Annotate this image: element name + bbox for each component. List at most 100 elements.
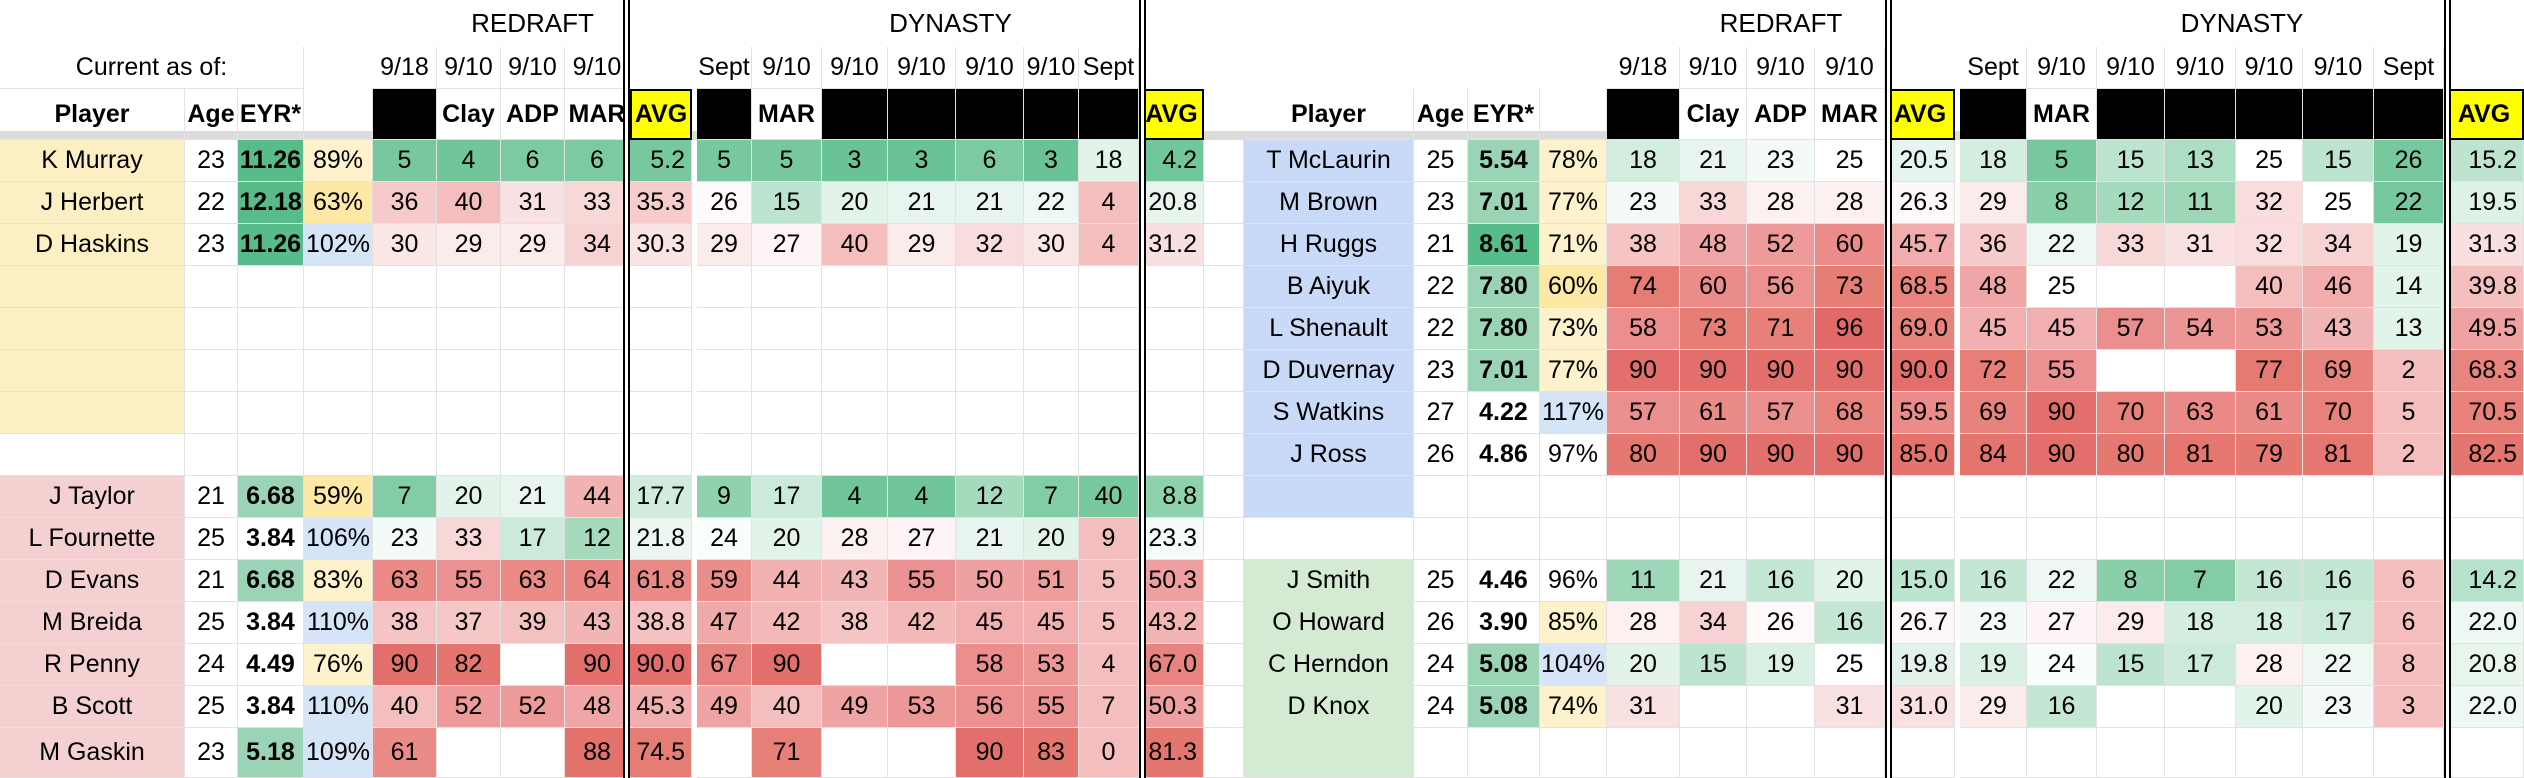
- player-name[interactable]: J Taylor: [0, 476, 185, 518]
- player-name[interactable]: K Murray: [0, 140, 185, 182]
- pct-cell: 106%: [304, 518, 373, 560]
- player-name[interactable]: L Fournette: [0, 518, 185, 560]
- dynasty-rank-cell: [822, 434, 888, 476]
- player-name[interactable]: T McLaurin: [1244, 140, 1414, 182]
- dynasty-rank-cell: 16: [2236, 560, 2303, 602]
- redraft-avg-cell: 30.3: [630, 224, 692, 266]
- left-dynasty-source-4[interactable]: [956, 89, 1024, 140]
- redraft-rank-cell: [501, 728, 565, 778]
- pct-cell: 71%: [1540, 224, 1607, 266]
- redraft-rank-cell: [1747, 476, 1815, 518]
- right-redraft-source-2[interactable]: ADP: [1747, 89, 1815, 140]
- redraft-rank-cell: [1607, 518, 1680, 560]
- player-name[interactable]: D Knox: [1244, 686, 1414, 728]
- dynasty-rank-cell: 90: [956, 728, 1024, 778]
- age-cell: [1414, 728, 1468, 778]
- left-dynasty-source-0[interactable]: [697, 89, 752, 140]
- left-dynasty-source-5[interactable]: [1024, 89, 1079, 140]
- right-dynasty-source-1[interactable]: MAR: [2027, 89, 2097, 140]
- right-redraft-source-3[interactable]: MAR: [1815, 89, 1885, 140]
- redraft-rank-cell: 26: [1747, 602, 1815, 644]
- redraft-rank-cell: [373, 350, 437, 392]
- player-name[interactable]: S Watkins: [1244, 392, 1414, 434]
- right-redraft-source-1[interactable]: Clay: [1680, 89, 1747, 140]
- left-dynasty-source-2[interactable]: [822, 89, 888, 140]
- player-name[interactable]: R Penny: [0, 644, 185, 686]
- eyr-cell: [1468, 476, 1540, 518]
- player-name[interactable]: J Herbert: [0, 182, 185, 224]
- redraft-rank-cell: 48: [565, 686, 630, 728]
- dynasty-avg-cell: 39.8: [2444, 266, 2524, 308]
- redraft-rank-cell: 6: [501, 140, 565, 182]
- right-redraft-source-0[interactable]: [1607, 89, 1680, 140]
- eyr-cell: [238, 392, 304, 434]
- right-dynasty-source-6[interactable]: [2374, 89, 2444, 140]
- eyr-cell: 11.26: [238, 140, 304, 182]
- dynasty-rank-cell: [1960, 728, 2027, 778]
- player-name[interactable]: D Haskins: [0, 224, 185, 266]
- player-name[interactable]: M Brown: [1244, 182, 1414, 224]
- eyr-cell: 3.84: [238, 518, 304, 560]
- player-name[interactable]: B Scott: [0, 686, 185, 728]
- redraft-avg-cell: [630, 308, 692, 350]
- dynasty-rank-cell: 40: [1079, 476, 1139, 518]
- left-redraft-source-1[interactable]: Clay: [437, 89, 501, 140]
- right-dynasty-source-2[interactable]: [2097, 89, 2165, 140]
- redraft-avg-cell: 74.5: [630, 728, 692, 778]
- dynasty-rank-cell: 25: [2236, 140, 2303, 182]
- dynasty-rank-cell: 55: [1024, 686, 1079, 728]
- redraft-rank-cell: [565, 308, 630, 350]
- player-name[interactable]: M Gaskin: [0, 728, 185, 778]
- age-cell: 23: [185, 140, 238, 182]
- left-dynasty-date: Sept: [1079, 47, 1139, 89]
- left-dynasty-source-1[interactable]: MAR: [752, 89, 822, 140]
- right-dynasty-source-3[interactable]: [2165, 89, 2236, 140]
- pct-cell: [1540, 476, 1607, 518]
- dynasty-rank-cell: 55: [888, 560, 956, 602]
- age-cell: 24: [1414, 644, 1468, 686]
- left-redraft-source-0[interactable]: [373, 89, 437, 140]
- player-name[interactable]: D Duvernay: [1244, 350, 1414, 392]
- redraft-avg-cell: 59.5: [1885, 392, 1955, 434]
- player-name[interactable]: O Howard: [1244, 602, 1414, 644]
- dynasty-rank-cell: 17: [2165, 644, 2236, 686]
- player-name[interactable]: C Herndon: [1244, 644, 1414, 686]
- dynasty-rank-cell: 26: [697, 182, 752, 224]
- redraft-rank-cell: 7: [373, 476, 437, 518]
- pct-cell: 110%: [304, 602, 373, 644]
- redraft-rank-cell: 25: [1815, 140, 1885, 182]
- redraft-avg-cell: [630, 350, 692, 392]
- left-redraft-source-2[interactable]: ADP: [501, 89, 565, 140]
- redraft-rank-cell: [1680, 518, 1747, 560]
- player-name[interactable]: J Smith: [1244, 560, 1414, 602]
- player-name[interactable]: B Aiyuk: [1244, 266, 1414, 308]
- dynasty-rank-cell: 79: [2236, 434, 2303, 476]
- right-dynasty-source-4[interactable]: [2236, 89, 2303, 140]
- eyr-cell: 11.26: [238, 224, 304, 266]
- left-dynasty-source-6[interactable]: [1079, 89, 1139, 140]
- dynasty-rank-cell: 80: [2097, 434, 2165, 476]
- player-name[interactable]: H Ruggs: [1244, 224, 1414, 266]
- dynasty-rank-cell: [2374, 476, 2444, 518]
- right-dynasty-source-0[interactable]: [1960, 89, 2027, 140]
- player-name[interactable]: L Shenault: [1244, 308, 1414, 350]
- player-name[interactable]: J Ross: [1244, 434, 1414, 476]
- redraft-avg-cell: 61.8: [630, 560, 692, 602]
- dynasty-rank-cell: [2165, 476, 2236, 518]
- player-name[interactable]: M Breida: [0, 602, 185, 644]
- dynasty-rank-cell: [822, 728, 888, 778]
- dynasty-rank-cell: [752, 350, 822, 392]
- dynasty-rank-cell: 83: [1024, 728, 1079, 778]
- dynasty-rank-cell: 70: [2097, 392, 2165, 434]
- empty-player-cell: [0, 266, 185, 308]
- dynasty-rank-cell: 43: [2303, 308, 2374, 350]
- right-dynasty-source-5[interactable]: [2303, 89, 2374, 140]
- redraft-rank-cell: [1815, 728, 1885, 778]
- left-redraft-source-3[interactable]: MAR: [565, 89, 630, 140]
- left-dynasty-source-3[interactable]: [888, 89, 956, 140]
- redraft-rank-cell: 90: [1680, 434, 1747, 476]
- dynasty-rank-cell: [2236, 476, 2303, 518]
- player-name[interactable]: D Evans: [0, 560, 185, 602]
- dynasty-rank-cell: [2303, 518, 2374, 560]
- dynasty-rank-cell: 21: [956, 518, 1024, 560]
